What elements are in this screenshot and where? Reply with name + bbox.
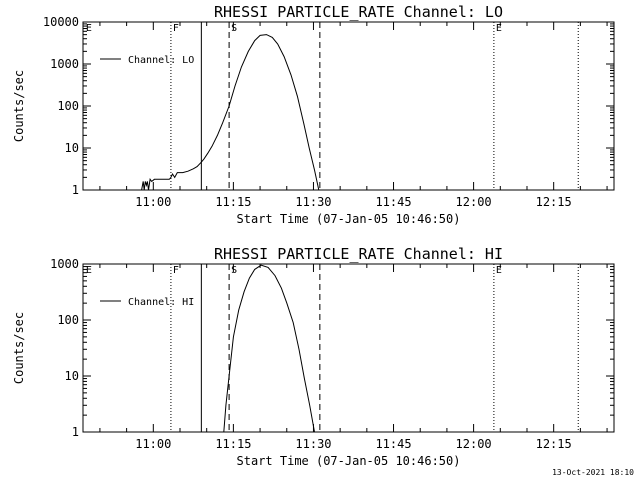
x-tick-label: 11:45 — [375, 195, 411, 209]
y-tick-label: 1 — [72, 183, 79, 197]
timestamp-label: 13-Oct-2021 18:10 — [552, 468, 634, 477]
chart-title: RHESSI PARTICLE_RATE Channel: HI — [214, 245, 503, 263]
legend-label: Channel: HI — [128, 297, 194, 308]
plot-panel-lo: RHESSI PARTICLE_RATE Channel: LO Counts/s… — [12, 3, 615, 226]
marker-label: S — [231, 265, 237, 276]
x-tick-label: 11:00 — [135, 437, 171, 451]
legend-label: Channel: LO — [128, 55, 194, 66]
y-tick-label: 1000 — [50, 257, 79, 271]
y-tick-label: 100 — [57, 99, 79, 113]
plot-frame — [82, 263, 615, 433]
y-tick-label: 1 — [72, 425, 79, 439]
series-line — [141, 34, 320, 191]
x-axis-label: Start Time (07-Jan-05 10:46:50) — [237, 212, 461, 226]
x-tick-label: 11:15 — [215, 437, 251, 451]
x-tick-label: 11:30 — [295, 437, 331, 451]
y-tick-label: 1000 — [50, 57, 79, 71]
y-axis-label: Counts/sec — [12, 70, 26, 142]
x-tick-label: 11:45 — [375, 437, 411, 451]
y-axis-label: Counts/sec — [12, 312, 26, 384]
y-tick-label: 10 — [65, 141, 79, 155]
marker-label: E — [496, 23, 502, 34]
x-tick-label: 11:00 — [135, 195, 171, 209]
y-tick-label: 10000 — [43, 15, 79, 29]
marker-label: F — [173, 23, 179, 34]
marker-label: F — [173, 265, 179, 276]
marker-label: S — [231, 23, 237, 34]
marker-label: E — [496, 265, 502, 276]
marker-label: E — [86, 23, 92, 34]
x-tick-label: 12:15 — [536, 437, 572, 451]
x-axis-label: Start Time (07-Jan-05 10:46:50) — [237, 454, 461, 468]
plot-frame — [82, 21, 615, 191]
x-tick-label: 11:15 — [215, 195, 251, 209]
plot-panel-hi: RHESSI PARTICLE_RATE Channel: HI Counts/s… — [12, 245, 615, 468]
series-line — [223, 264, 315, 433]
y-tick-label: 100 — [57, 313, 79, 327]
chart-title: RHESSI PARTICLE_RATE Channel: LO — [214, 3, 503, 21]
x-tick-label: 12:00 — [456, 195, 492, 209]
x-tick-label: 12:15 — [536, 195, 572, 209]
y-tick-label: 10 — [65, 369, 79, 383]
x-tick-label: 12:00 — [456, 437, 492, 451]
marker-label: E — [86, 265, 92, 276]
x-tick-label: 11:30 — [295, 195, 331, 209]
